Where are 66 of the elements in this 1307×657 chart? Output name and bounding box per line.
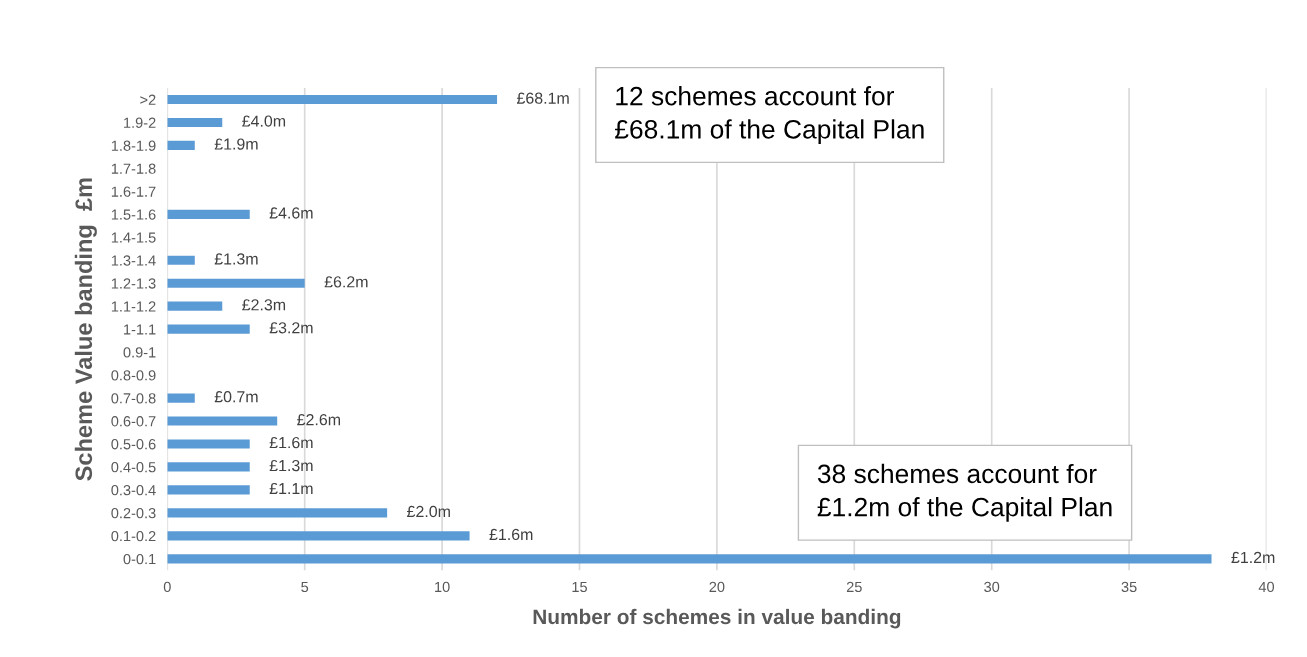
- x-axis-title: Number of schemes in value banding: [533, 608, 901, 629]
- annotation: £1.1m: [269, 482, 313, 495]
- x-tick-label: 40: [1258, 581, 1275, 593]
- x-tick-label: 35: [1121, 581, 1137, 593]
- annotation: £6.2m: [324, 276, 368, 288]
- y-tick-label: 0.2-0.3: [111, 507, 156, 519]
- y-tick-label: 0.3-0.4: [111, 485, 156, 496]
- x-tick-label: 15: [572, 581, 587, 593]
- y-tick-label: 1.7-1.8: [111, 163, 156, 174]
- bar: [167, 209, 250, 219]
- annotation: £1.3m: [214, 253, 258, 265]
- y-tick-label: 1.9-2: [124, 117, 156, 128]
- bar: [167, 393, 195, 403]
- bar: [167, 531, 470, 541]
- bar: [167, 324, 250, 334]
- x-tick-label: 0: [163, 581, 171, 593]
- y-tick-label: 1-1.1: [124, 324, 156, 335]
- bar: [167, 94, 498, 105]
- y-tick-label: 1.8-1.9: [111, 140, 156, 151]
- annotation: £3.2m: [269, 322, 313, 334]
- y-tick-label: 1.4-1.5: [111, 232, 156, 243]
- annotation: £4.0m: [242, 115, 286, 127]
- annotation: £1.2m: [1231, 551, 1275, 563]
- bar: [167, 462, 250, 472]
- bar: [167, 278, 305, 288]
- x-tick-label: 10: [435, 581, 450, 593]
- bar: [167, 554, 1212, 564]
- bar: [167, 439, 250, 449]
- annotation: £2.0m: [407, 505, 450, 518]
- x-tick-label: 5: [301, 581, 309, 593]
- y-tick-label: 0.1-0.2: [111, 530, 156, 542]
- annotation: £0.7m: [214, 391, 258, 403]
- bar: [167, 485, 250, 495]
- y-tick-label: 1.6-1.7: [111, 186, 156, 197]
- bar: [167, 416, 278, 426]
- bar: [167, 140, 195, 151]
- annotation: £1.9m: [214, 138, 258, 150]
- annotation: £2.6m: [297, 413, 340, 426]
- y-tick-label: 0.5-0.6: [111, 439, 156, 450]
- bar: [167, 255, 195, 265]
- annotation: £1.3m: [269, 459, 313, 472]
- y-tick-label: >2: [140, 94, 156, 105]
- annotation: £2.3m: [242, 299, 286, 311]
- y-tick-label: 0.6-0.7: [111, 416, 156, 427]
- y-tick-label: 1.1-1.2: [111, 301, 156, 312]
- annotation: £4.6m: [269, 207, 313, 219]
- annotation: £1.6m: [489, 528, 533, 541]
- annotation: £1.6m: [269, 436, 313, 449]
- bar: [167, 301, 223, 311]
- annotation: 12 schemes account for £68.1m of the Capital Plan: [615, 86, 924, 144]
- y-tick-label: 0.9-1: [123, 347, 156, 358]
- x-tick-label: 30: [984, 581, 1000, 593]
- x-tick-label: 20: [709, 581, 725, 593]
- bar: [167, 508, 388, 518]
- annotation: 38 schemes account for £1.2m of the Capital Plan: [817, 463, 1112, 522]
- y-axis-title: Scheme Value banding £m: [74, 178, 97, 481]
- y-tick-label: 0.4-0.5: [111, 462, 156, 473]
- y-tick-label: 1.3-1.4: [111, 255, 156, 266]
- y-tick-label: 0-0.1: [123, 553, 156, 565]
- y-tick-label: 1.5-1.6: [111, 209, 156, 220]
- bar: [167, 117, 223, 128]
- y-tick-label: 1.2-1.3: [111, 278, 156, 289]
- y-tick-label: 0.7-0.8: [111, 393, 156, 404]
- annotation: £68.1m: [516, 92, 569, 104]
- y-tick-label: 0.8-0.9: [111, 370, 156, 381]
- x-tick-label: 25: [846, 581, 862, 593]
